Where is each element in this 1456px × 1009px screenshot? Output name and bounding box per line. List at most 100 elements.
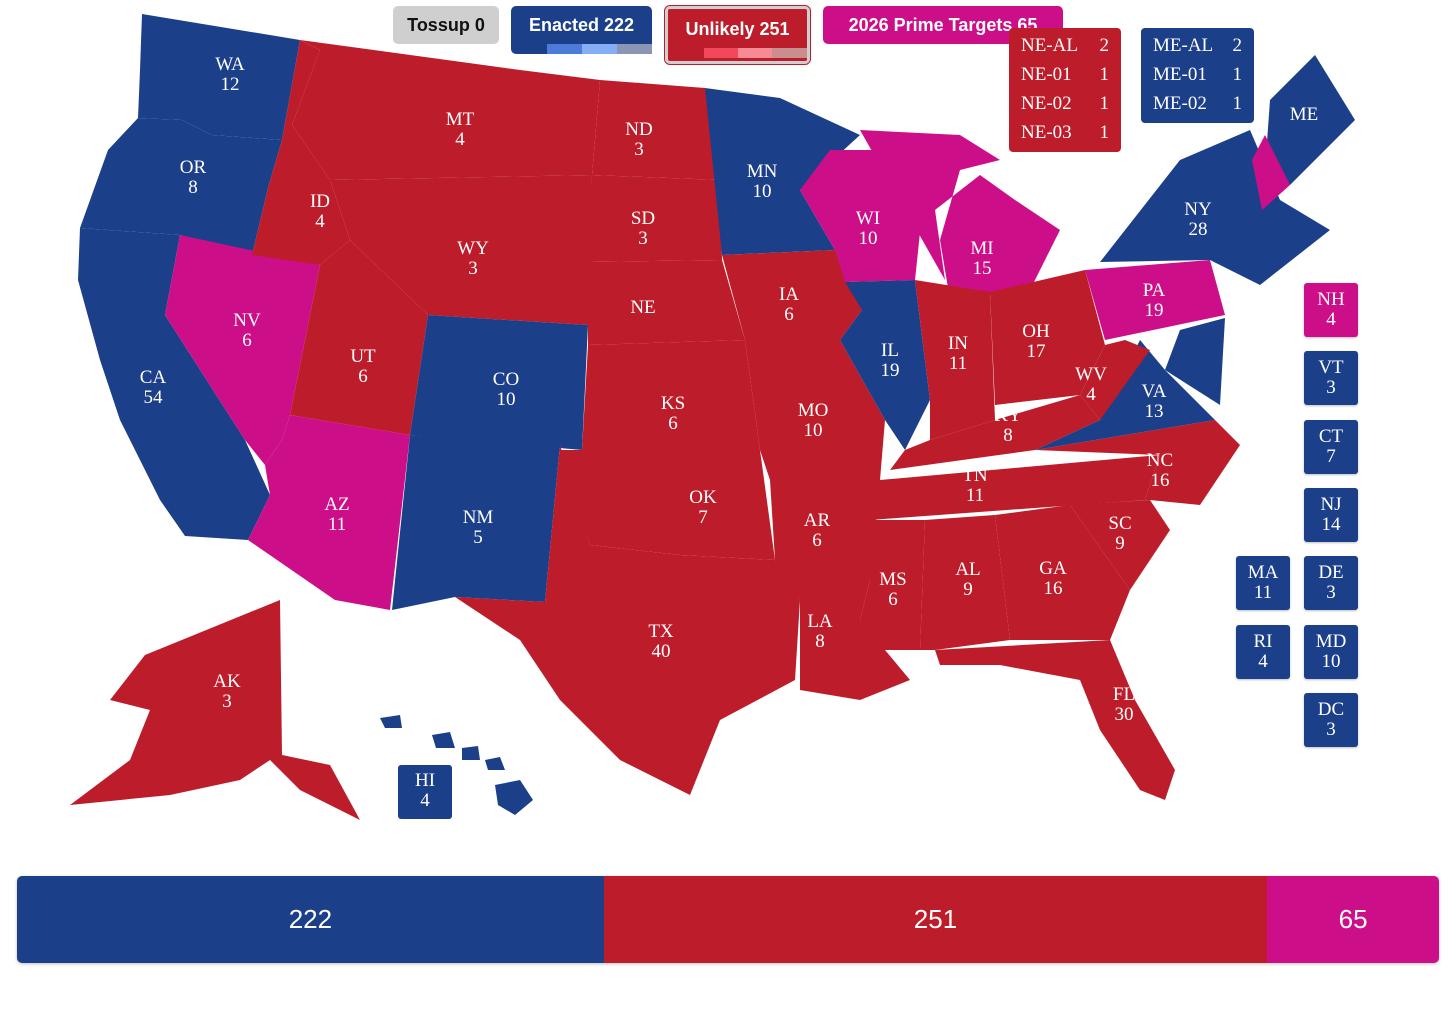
state-mi[interactable]: [860, 130, 1060, 300]
state-il[interactable]: [840, 280, 930, 450]
small-state-ev: 7: [1326, 446, 1336, 467]
state-ga[interactable]: [995, 505, 1130, 640]
enacted-legend-button[interactable]: Enacted 222: [511, 6, 652, 54]
totals-segment-label: 222: [288, 904, 333, 934]
district-row-me-al[interactable]: ME-AL 2: [1149, 31, 1246, 60]
state-ev-ga: 16: [1044, 578, 1063, 599]
state-abbr-va: VA: [1142, 381, 1167, 402]
state-pa[interactable]: [1085, 260, 1225, 340]
small-state-abbr: DC: [1317, 699, 1345, 720]
state-mt[interactable]: [292, 40, 600, 180]
maine-district-table: ME-AL 2 ME-01 1 ME-02 1: [1141, 28, 1254, 123]
state-ak[interactable]: [70, 600, 360, 820]
state-de-md-shape[interactable]: [1165, 318, 1225, 405]
state-ia[interactable]: [722, 250, 862, 340]
state-abbr-mt: MT: [446, 109, 475, 130]
small-state-nh[interactable]: NH 4: [1304, 283, 1358, 337]
state-oh[interactable]: [990, 270, 1105, 405]
district-row-me-02[interactable]: ME-02 1: [1149, 89, 1246, 118]
state-ky[interactable]: [890, 395, 1100, 470]
state-ny[interactable]: [1100, 130, 1330, 285]
state-ut[interactable]: [290, 240, 428, 435]
state-ev-hi: 4: [420, 790, 430, 811]
state-abbr-wv: WV: [1075, 364, 1107, 385]
district-row-me-01[interactable]: ME-01 1: [1149, 60, 1246, 89]
state-va[interactable]: [1035, 340, 1215, 450]
state-ca[interactable]: [78, 228, 270, 540]
state-or[interactable]: [80, 118, 282, 255]
state-me[interactable]: [1265, 55, 1355, 185]
unlikely-legend-button[interactable]: Unlikely 251: [664, 5, 811, 65]
district-row-ne-01[interactable]: NE-01 1: [1017, 60, 1113, 89]
state-id[interactable]: [252, 40, 350, 265]
small-state-abbr: DE: [1318, 562, 1344, 583]
state-abbr-id: ID: [310, 191, 330, 212]
state-hi[interactable]: [380, 715, 533, 815]
district-ev: 2: [1232, 34, 1243, 56]
state-ok[interactable]: [560, 450, 775, 560]
state-ev-nc: 16: [1151, 470, 1170, 491]
small-state-abbr: VT: [1318, 357, 1344, 378]
state-nm[interactable]: [392, 435, 560, 610]
state-ev-or: 8: [188, 177, 198, 198]
state-ks[interactable]: [582, 340, 760, 450]
state-la[interactable]: [785, 580, 910, 700]
small-state-nj[interactable]: NJ 14: [1304, 488, 1358, 542]
state-labels: WA12OR8CA54NV6ID4MT4WY3UT6AZ11CO10NM5ND3…: [140, 54, 1318, 819]
small-state-ma[interactable]: MA 11: [1236, 556, 1290, 610]
state-ev-sc: 9: [1115, 533, 1125, 554]
state-abbr-hi: HI: [415, 770, 435, 791]
state-ev-wi: 10: [859, 228, 878, 249]
state-az[interactable]: [248, 415, 410, 610]
state-ev-mt: 4: [455, 129, 465, 150]
state-fl[interactable]: [935, 640, 1175, 800]
state-ev-tx: 40: [652, 641, 671, 662]
district-row-ne-03[interactable]: NE-03 1: [1017, 118, 1113, 147]
state-nv[interactable]: [165, 235, 320, 465]
small-state-vt[interactable]: VT 3: [1304, 351, 1358, 405]
state-mn[interactable]: [705, 88, 860, 255]
hi-label-box[interactable]: [398, 765, 452, 819]
state-co[interactable]: [410, 315, 588, 450]
state-sc[interactable]: [1070, 500, 1170, 590]
electoral-totals-bar: 222 251 65: [17, 876, 1439, 963]
small-state-ct[interactable]: CT 7: [1304, 420, 1358, 474]
state-abbr-nm: NM: [463, 507, 494, 528]
small-state-dc[interactable]: DC 3: [1304, 693, 1358, 747]
state-tx[interactable]: [455, 445, 800, 795]
district-name: ME-01: [1153, 63, 1207, 85]
tossup-legend-button[interactable]: Tossup 0: [393, 6, 499, 44]
state-abbr-wa: WA: [215, 54, 245, 75]
state-wv[interactable]: [1080, 340, 1150, 420]
district-row-ne-al[interactable]: NE-AL 2: [1017, 31, 1113, 60]
district-row-ne-02[interactable]: NE-02 1: [1017, 89, 1113, 118]
small-state-md[interactable]: MD 10: [1304, 625, 1358, 679]
state-nd[interactable]: [592, 80, 720, 180]
state-abbr-ky: KY: [994, 405, 1022, 426]
state-nh-shape[interactable]: [1252, 135, 1290, 210]
state-ar[interactable]: [770, 480, 880, 580]
state-abbr-ga: GA: [1039, 558, 1067, 579]
state-ev-la: 8: [815, 631, 825, 652]
state-sd[interactable]: [588, 175, 722, 262]
state-ev-wy: 3: [468, 258, 478, 279]
state-wa[interactable]: [138, 14, 300, 140]
district-ev: 2: [1099, 34, 1110, 56]
district-ev: 1: [1232, 92, 1243, 114]
small-state-ri[interactable]: RI 4: [1236, 625, 1290, 679]
state-wy[interactable]: [330, 175, 592, 325]
small-state-de[interactable]: DE 3: [1304, 556, 1358, 610]
state-abbr-mo: MO: [798, 400, 829, 421]
state-abbr-la: LA: [807, 611, 833, 632]
state-ms[interactable]: [860, 520, 925, 650]
state-tn[interactable]: [870, 455, 1160, 520]
state-ev-il: 19: [881, 360, 900, 381]
state-nc[interactable]: [1035, 420, 1240, 505]
state-al[interactable]: [920, 515, 1010, 650]
state-mo[interactable]: [745, 340, 885, 480]
state-abbr-pa: PA: [1143, 280, 1166, 301]
state-abbr-oh: OH: [1022, 321, 1050, 342]
state-in[interactable]: [915, 280, 995, 440]
state-ne[interactable]: [588, 260, 745, 345]
state-abbr-ut: UT: [350, 346, 376, 367]
